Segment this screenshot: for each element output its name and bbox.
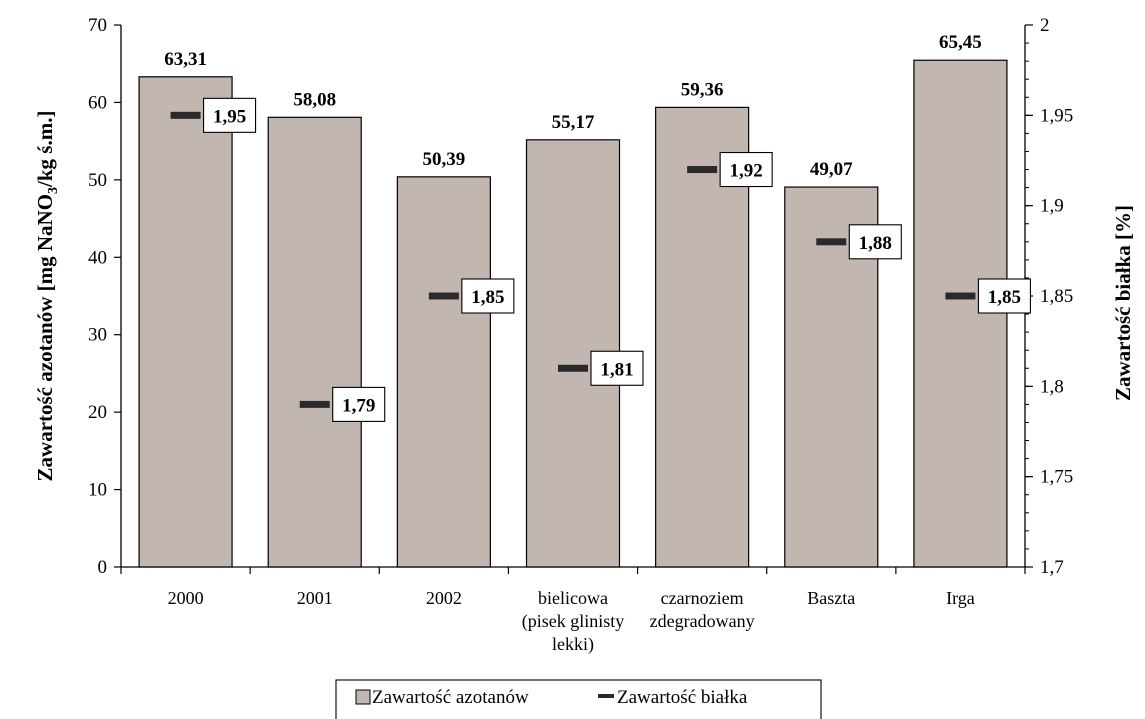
protein-value-label: 1,85 [471,287,504,308]
x-tick-label-line: lekki) [552,634,594,655]
y-axis-right-title: Zawartość białka [%] [1111,205,1135,401]
bar [138,76,233,568]
legend-label-bar: Zawartość azotanów [372,687,529,708]
protein-value-label: 1,88 [859,233,892,254]
markers [170,111,976,408]
x-tick-label-line: Baszta [807,588,855,608]
y-left-tick-label: 60 [88,92,107,113]
legend: Zawartość azotanów Zawartość białka [335,679,822,719]
protein-marker [558,364,588,372]
bar-value-label: 59,36 [681,79,724,100]
x-tick-label: czarnoziem zdegradowany [650,588,755,631]
protein-value-label: 1,81 [600,359,633,380]
protein-label-box [332,386,386,422]
legend-swatch-marker [598,694,614,698]
y-right-tick-label: 2 [1040,15,1050,36]
bar-value-label: 58,08 [293,89,336,110]
labels: 63,31 58,08 50,39 55,17 59,36 49,07 65,45 1,95 1… [164,32,1031,422]
x-tick-label: 2000 [168,588,204,608]
bar [525,139,621,568]
y-left-tick-label: 40 [88,247,107,268]
bar [396,176,491,568]
protein-label-box [977,278,1031,314]
x-tick-label: 2002 [426,588,462,608]
protein-label-box [719,151,773,188]
protein-marker [428,292,459,300]
protein-value-label: 1,92 [730,161,763,182]
y-left-tick-label: 10 [88,480,107,501]
y-left-tick-label: 0 [98,557,108,578]
y-left-tick-label: 20 [88,402,107,423]
bar-value-label: 65,45 [939,32,982,53]
protein-marker [945,292,976,300]
y-left-tick-label: 70 [88,15,107,36]
bars [138,59,1008,568]
x-tick-label-line: czarnoziem [661,588,744,608]
y-right-tick-label: 1,8 [1040,376,1064,397]
y-right-tick-label: 1,9 [1040,196,1064,217]
x-tick-label-line: 2002 [426,588,462,608]
protein-marker [170,111,201,119]
axes: 0 10 20 30 40 50 60 70 1,7 1,75 1,8 1,85 1,9 1,95 2 200… [33,15,1135,655]
x-tick-label: 2001 [297,588,333,608]
protein-value-label: 1,79 [342,395,375,416]
protein-value-label: 1,95 [213,106,246,127]
y-right-tick-label: 1,85 [1040,286,1073,307]
protein-marker [687,166,718,174]
protein-marker [816,238,847,246]
bar-value-label: 50,39 [422,149,465,170]
x-tick-label: bielicowa (pisek glinisty lekki) [522,588,625,655]
bar [267,116,362,568]
protein-label-box [203,97,257,133]
y-left-tick-label: 30 [88,325,107,346]
x-tick-label: Irga [946,588,975,608]
y-axis-left-title: Zawartość azotanów [mg NaNO3/kg ś.m.] [33,111,61,482]
protein-marker [299,400,330,408]
bar-value-label: 55,17 [552,112,595,133]
bar-value-label: 63,31 [164,49,207,70]
x-tick-label-line: zdegradowany [650,611,755,631]
y-right-tick-label: 1,95 [1040,105,1073,126]
x-tick-label-line: 2000 [168,588,204,608]
x-tick-label-line: Irga [946,588,975,608]
x-tick-label-line: 2001 [297,588,333,608]
protein-label-box [848,224,902,260]
protein-label-box [590,350,644,386]
y-left-tick-label: 50 [88,170,107,191]
x-tick-label-line: bielicowa [538,588,608,608]
y-axis-left-title-subscript: 3 [46,187,61,194]
legend-box [335,679,822,719]
bar [913,59,1008,568]
y-axis-left-title-suffix: /kg ś.m.] [33,111,57,188]
y-right-tick-label: 1,7 [1040,557,1064,578]
y-right-tick-label: 1,75 [1040,467,1073,488]
x-tick-label: Baszta [807,588,855,608]
y-axis-left-title-prefix: Zawartość azotanów [mg NaNO [33,194,57,482]
legend-swatch-bar [355,689,371,705]
legend-label-marker: Zawartość białka [617,687,748,708]
protein-label-box [461,278,515,314]
bar-value-label: 49,07 [810,159,853,180]
x-tick-label-line: (pisek glinisty [522,611,625,632]
protein-value-label: 1,85 [988,287,1021,308]
